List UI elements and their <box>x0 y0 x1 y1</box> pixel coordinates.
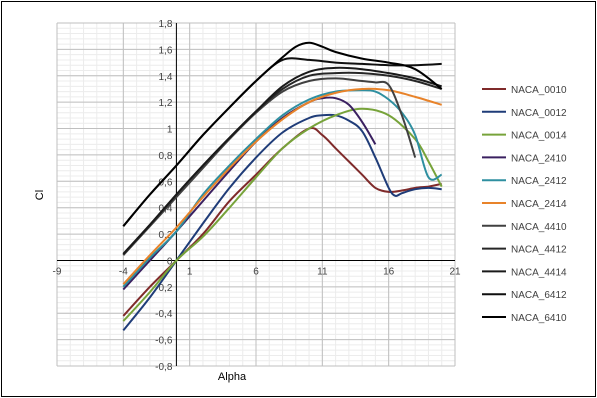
legend-item-naca-2412: NACA_2412 <box>482 176 567 187</box>
x-tick-label: 11 <box>317 266 328 277</box>
legend-label: NACA_2412 <box>511 176 567 187</box>
legend: NACA_0010 NACA_0012 NACA_0014 NACA_2410 NACA… <box>482 85 567 324</box>
x-tick-labels: -9 -4 1 6 11 16 21 <box>53 266 461 277</box>
x-tick-label: 21 <box>449 266 461 277</box>
legend-label: NACA_4414 <box>511 267 567 278</box>
x-tick-label: -4 <box>119 266 128 277</box>
y-tick-label: -0,8 <box>155 362 173 373</box>
y-tick-label: 0,6 <box>158 177 172 188</box>
y-tick-label: -0,4 <box>155 309 173 320</box>
legend-item-naca-4412: NACA_4412 <box>482 245 567 256</box>
y-tick-label: 1,8 <box>158 19 172 30</box>
series-line-naca-4414 <box>122 66 442 255</box>
series-line-naca-0010 <box>122 127 442 317</box>
legend-item-naca-2414: NACA_2414 <box>482 199 567 210</box>
series-line-naca-4410 <box>122 77 417 256</box>
y-tick-label: 0 <box>167 256 173 267</box>
y-axis-title: Cl <box>34 190 46 200</box>
series-line-naca-6410 <box>122 41 443 227</box>
y-tick-label: 0,2 <box>158 230 172 241</box>
legend-label: NACA_2414 <box>511 199 567 210</box>
x-tick-label: 16 <box>383 266 395 277</box>
x-tick-label: 1 <box>187 266 193 277</box>
legend-label: NACA_6410 <box>511 313 567 324</box>
legend-label: NACA_2410 <box>511 153 567 164</box>
x-tick-label: -9 <box>53 266 62 277</box>
y-tick-label: 1,4 <box>158 72 172 83</box>
legend-item-naca-4414: NACA_4414 <box>482 267 567 278</box>
legend-item-naca-0010: NACA_0010 <box>482 85 567 96</box>
y-tick-label: 0,8 <box>158 151 172 162</box>
legend-label: NACA_4410 <box>511 222 567 233</box>
y-tick-label: 1 <box>167 125 173 136</box>
legend-item-naca-6410: NACA_6410 <box>482 313 567 324</box>
series-line-naca-2414 <box>122 87 442 285</box>
y-tick-label: 1,2 <box>158 98 172 109</box>
series-line-naca-0014 <box>122 107 443 322</box>
y-tick-label: -0,2 <box>155 283 173 294</box>
legend-item-naca-6412: NACA_6412 <box>482 290 567 301</box>
legend-label: NACA_4412 <box>511 245 567 256</box>
legend-item-naca-0014: NACA_0014 <box>482 131 567 142</box>
legend-item-naca-2410: NACA_2410 <box>482 153 567 164</box>
legend-label: NACA_0010 <box>511 85 567 96</box>
legend-item-naca-0012: NACA_0012 <box>482 108 567 119</box>
legend-label: NACA_0012 <box>511 108 567 119</box>
y-tick-label: -0,6 <box>155 336 173 347</box>
legend-label: NACA_6412 <box>511 290 567 301</box>
y-tick-label: 1,6 <box>158 45 172 56</box>
x-tick-label: 6 <box>253 266 259 277</box>
legend-label: NACA_0014 <box>511 131 567 142</box>
y-tick-labels: -0,8-0,6-0,4-0,200,20,40,60,811,21,41,61… <box>155 19 173 373</box>
x-axis-title: Alpha <box>218 371 247 383</box>
series-group <box>122 41 443 332</box>
legend-item-naca-4410: NACA_4410 <box>482 222 567 233</box>
